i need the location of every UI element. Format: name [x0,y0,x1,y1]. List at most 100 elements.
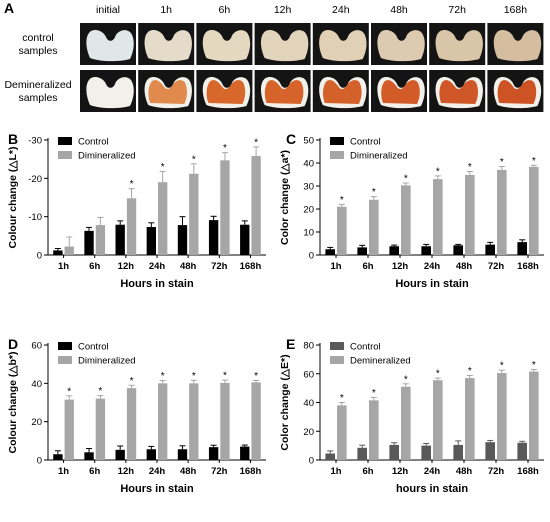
y-tick-label: -20 [28,174,42,185]
significance-mark: * [436,166,440,177]
bar-dimineralized [337,206,347,255]
bar-dimineralized [465,174,475,255]
bar-demineralized [497,373,507,460]
x-tick-label: 72h [488,261,505,272]
x-tick-label: 72h [211,261,228,272]
bar-dimineralized [126,388,137,460]
bar-dimineralized [158,182,168,255]
y-tick-label: 40 [303,398,314,409]
x-tick-label: 168h [517,261,539,272]
tooth-outline [202,29,251,62]
significance-mark: * [372,388,376,399]
legend-swatch [58,151,72,159]
significance-mark: * [67,386,71,397]
x-tick-label: 12h [118,466,135,477]
bar-dimineralized [529,166,539,255]
legend-swatch [330,342,344,350]
bar-demineralized [529,371,539,460]
x-axis-title: Hours in stain [120,483,194,495]
significance-mark: * [254,137,258,148]
x-tick-label: 12h [392,466,409,477]
bar-dimineralized [189,383,199,460]
bar-control [240,224,250,255]
time-label: 12h [274,4,292,16]
time-label: 48h [390,4,408,16]
legend-swatch [58,137,72,145]
row-label: control [22,32,54,44]
significance-mark: * [192,371,196,382]
tooth-outline [319,29,367,62]
chart-c: C 0 10 20 30 40 50 1h * 6h * 12h * 24h * 48h * 72h * 168h * C… [279,131,544,290]
significance-mark: * [98,386,102,397]
significance-mark: * [223,371,227,382]
legend-label: Control [350,342,381,353]
significance-mark: * [130,376,134,387]
x-axis-title: hours in stain [396,483,468,495]
significance-mark: * [500,361,504,372]
x-tick-label: 48h [180,466,197,477]
bar-control [485,442,495,460]
tooth-outline [260,29,309,62]
significance-mark: * [532,360,536,371]
tooth-dentin [148,80,188,104]
bar-demineralized [465,378,475,460]
row-label: samples [18,92,57,104]
tooth-dentin [323,80,362,104]
legend-swatch [330,137,344,145]
bar-control [453,444,463,460]
bar-dimineralized [251,382,261,460]
bar-control [240,446,250,460]
bar-control [357,447,367,460]
y-tick-label: 60 [31,341,42,352]
y-tick-label: 20 [303,205,314,216]
bar-dimineralized [369,199,379,255]
row-label: samples [18,45,57,57]
bar-control [485,244,495,255]
y-tick-label: 20 [31,417,42,428]
x-tick-label: 24h [149,261,166,272]
legend-label: Demineralized [350,356,411,367]
bar-control [517,442,527,460]
significance-mark: * [340,195,344,206]
x-tick-label: 24h [424,466,441,477]
significance-mark: * [436,369,440,380]
tooth-outline [86,76,134,109]
y-tick-label: 40 [303,159,314,170]
bar-control [357,247,367,255]
bar-control [389,444,399,460]
legend-label: Control [78,342,109,353]
y-tick-label: 0 [37,456,42,467]
significance-mark: * [500,157,504,168]
significance-mark: * [404,174,408,185]
y-tick-label: 0 [37,251,42,262]
x-tick-label: 168h [240,466,262,477]
time-label: 72h [448,4,466,16]
x-tick-label: 6h [362,466,373,477]
bar-control [453,245,463,255]
panel-letter: E [286,336,295,352]
x-axis-title: Hours in stain [395,278,469,290]
x-tick-label: 12h [118,261,135,272]
panel-a-photos: A initial 1h 6h 12h 24h 48h 72h 168hcontrolsamp… [4,0,544,112]
bar-control [517,242,527,255]
y-tick-label: 40 [31,379,42,390]
legend-label: Control [78,137,109,148]
charts: B 0 -10 -20 -30 1h 6h 12h * 24h * 48h * 72h * 168h * Cont… [7,131,544,495]
y-axis-title: Color change (△E*) [279,354,291,450]
bar-dimineralized [220,160,230,255]
bar-control [115,224,125,255]
bar-control [84,452,94,460]
bar-control [325,249,335,255]
x-tick-label: 72h [488,466,505,477]
significance-mark: * [532,156,536,167]
bar-control [84,230,94,255]
time-label: 168h [504,4,528,16]
y-axis-title: Colour change (△b*) [7,352,19,454]
chart-e: E 0 20 40 60 80 1h * 6h * 12h * 24h * 48h * 72h * 168h * Con… [279,336,544,495]
bar-demineralized [337,405,347,460]
x-tick-label: 1h [330,261,341,272]
bar-demineralized [369,400,379,460]
x-tick-label: 1h [330,466,341,477]
legend-swatch [330,356,344,364]
